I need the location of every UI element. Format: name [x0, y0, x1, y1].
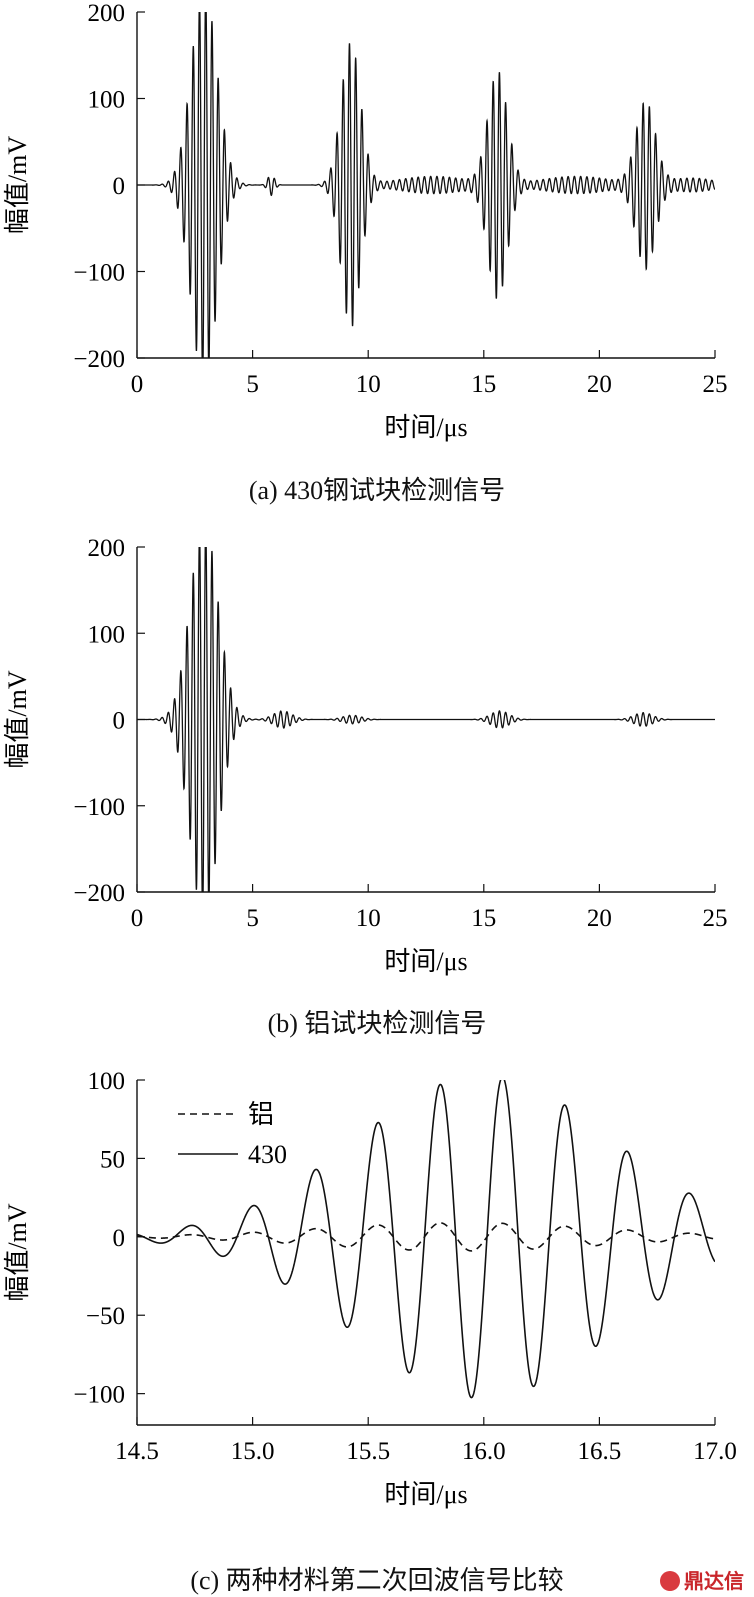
- x-tick-label: 20: [587, 905, 612, 932]
- y-axis-label: 幅值/mV: [3, 136, 32, 234]
- y-tick-label: 100: [88, 1068, 126, 1095]
- watermark-text: 鼎达信: [684, 1569, 744, 1593]
- y-axis-label: 幅值/mV: [3, 1203, 32, 1301]
- x-tick-label: 0: [131, 371, 144, 398]
- y-tick-label: −100: [73, 260, 125, 287]
- y-tick-label: 200: [88, 0, 126, 27]
- chart-panel-3: 14.5 15.0 15.5 16.0 16.5 17.0 −100 −50 0 50 100 时间/…: [3, 1068, 737, 1509]
- y-axis-label: 幅值/mV: [3, 670, 32, 768]
- x-tick-label: 25: [703, 905, 728, 932]
- series-line-signal-0: [137, 12, 715, 358]
- chart-panel-2: 0 5 10 15 20 25 −200 −100 0 100 200 时间/μs 幅值/mV: [3, 535, 728, 976]
- series-line-signal-0: [137, 547, 715, 892]
- y-tick-label: 0: [113, 708, 126, 735]
- x-tick-label: 0: [131, 905, 144, 932]
- y-tick-label: −200: [73, 880, 125, 907]
- x-tick-label: 15: [471, 371, 496, 398]
- x-tick-label: 16.0: [462, 1438, 506, 1465]
- series-line-铝-0: [137, 1222, 715, 1252]
- legend-label: 430: [248, 1140, 287, 1169]
- x-tick-label: 5: [246, 905, 259, 932]
- y-tick-label: 200: [88, 535, 126, 562]
- caption-b: (b) 铝试块检测信号: [267, 1009, 487, 1038]
- legend-label: 铝: [248, 1100, 274, 1129]
- y-tick-label: 50: [100, 1146, 125, 1173]
- x-axis-label: 时间/μs: [384, 947, 467, 976]
- caption-a: (a) 430钢试块检测信号: [248, 476, 506, 505]
- y-tick-label: −100: [73, 1382, 125, 1409]
- caption-c: (c) 两种材料第二次回波信号比较: [190, 1566, 564, 1595]
- x-tick-label: 10: [356, 371, 381, 398]
- x-tick-label: 17.0: [693, 1438, 737, 1465]
- x-tick-label: 15: [471, 905, 496, 932]
- x-tick-label: 25: [703, 371, 728, 398]
- x-tick-label: 10: [356, 905, 381, 932]
- x-axis-label: 时间/μs: [384, 413, 467, 442]
- x-tick-label: 16.5: [578, 1438, 622, 1465]
- y-tick-label: 0: [113, 173, 126, 200]
- y-tick-label: 100: [88, 621, 126, 648]
- y-tick-label: −50: [86, 1303, 125, 1330]
- x-tick-label: 14.5: [115, 1438, 159, 1465]
- chart-panel-1: 0 5 10 15 20 25 −200 −100 0 100 200 时间/μs 幅值/mV: [3, 0, 728, 442]
- legend: 铝 430: [178, 1100, 287, 1169]
- x-tick-label: 15.0: [231, 1438, 275, 1465]
- x-tick-label: 5: [246, 371, 259, 398]
- x-tick-label: 20: [587, 371, 612, 398]
- series-line-430-1: [137, 1080, 715, 1399]
- x-axis-label: 时间/μs: [384, 1480, 467, 1509]
- y-tick-label: −100: [73, 794, 125, 821]
- y-tick-label: 100: [88, 87, 126, 114]
- x-tick-label: 15.5: [346, 1438, 390, 1465]
- watermark: 鼎达信: [660, 1565, 744, 1594]
- y-tick-label: −200: [73, 346, 125, 373]
- watermark-logo-icon: [660, 1571, 680, 1591]
- y-tick-label: 0: [113, 1225, 126, 1252]
